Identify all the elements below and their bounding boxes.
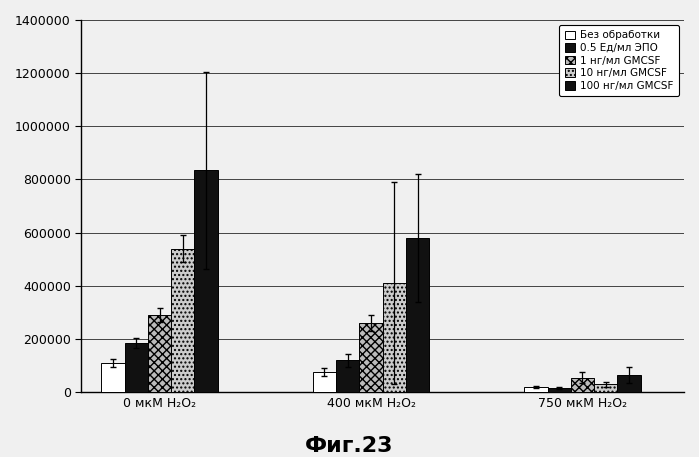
Bar [359,323,382,392]
Legend: Без обработки, 0.5 Ед/мл ЭПО, 1 нг/мл GMCSF, 10 нг/мл GMCSF, 100 нг/мл GMCSF: Без обработки, 0.5 Ед/мл ЭПО, 1 нг/мл GM… [559,25,679,96]
Bar [571,377,594,392]
Bar [594,384,617,392]
Bar [148,315,171,392]
Bar [406,238,429,392]
Bar [313,372,336,392]
Bar [547,388,571,392]
Bar [194,170,217,392]
Bar [124,343,148,392]
Bar [171,249,194,392]
Text: Фиг.23: Фиг.23 [305,436,394,457]
Bar [382,283,406,392]
Bar [101,363,124,392]
Bar [336,360,359,392]
Bar [617,375,641,392]
Bar [524,387,547,392]
